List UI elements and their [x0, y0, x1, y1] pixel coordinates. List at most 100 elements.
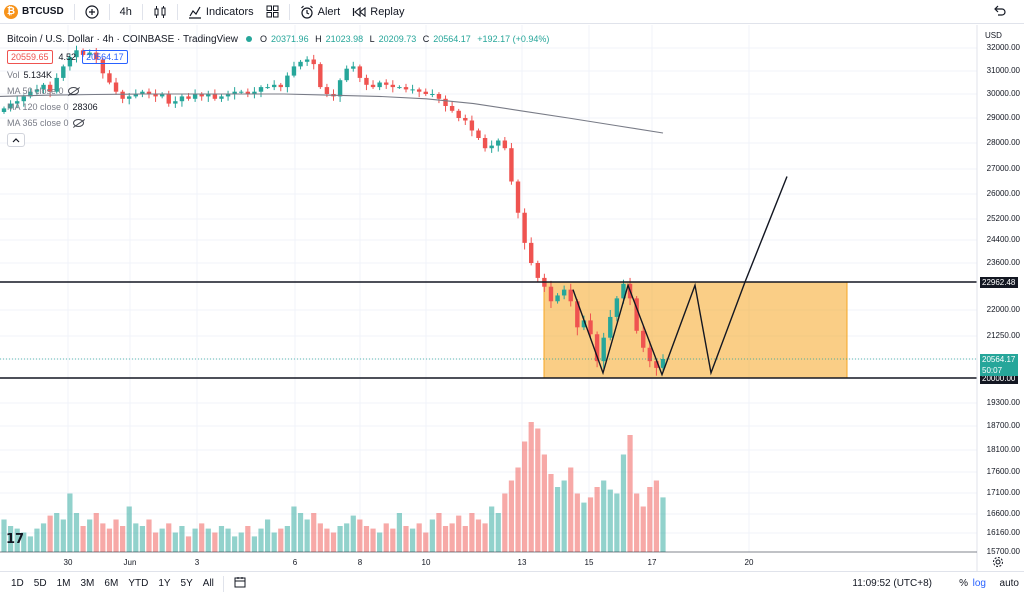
volume-indicator-row[interactable]: Vol 5.134K [7, 67, 553, 83]
candle-body[interactable] [14, 101, 20, 104]
candle-body[interactable] [1, 108, 7, 112]
candle-body[interactable] [403, 87, 409, 90]
layouts-button[interactable] [260, 0, 285, 24]
hidden-eye-icon[interactable] [67, 87, 79, 95]
candle-body[interactable] [206, 94, 211, 97]
candle-body[interactable] [245, 91, 251, 94]
chart-type-button[interactable] [147, 0, 173, 24]
candle-body[interactable] [61, 66, 66, 78]
candle-body[interactable] [74, 50, 79, 58]
candle-body[interactable] [265, 87, 270, 89]
candle-body[interactable] [529, 242, 534, 263]
candle-body[interactable] [416, 89, 422, 92]
percent-scale-button[interactable]: % [959, 578, 968, 589]
range-button-1m[interactable]: 1M [56, 578, 71, 589]
candle-body[interactable] [298, 61, 303, 67]
candle-body[interactable] [94, 52, 99, 60]
interval-button[interactable]: 4h [114, 0, 138, 24]
candle-body[interactable] [140, 91, 145, 94]
candle-body[interactable] [364, 77, 369, 85]
candle-body[interactable] [568, 289, 573, 302]
candle-body[interactable] [496, 140, 501, 146]
range-button-5d[interactable]: 5D [33, 578, 47, 589]
candle-body[interactable] [278, 84, 283, 88]
collapse-legend-button[interactable] [7, 133, 25, 147]
candle-body[interactable] [430, 94, 435, 95]
candle-body[interactable] [153, 94, 158, 97]
candle-body[interactable] [515, 181, 521, 213]
candle-body[interactable] [555, 295, 560, 302]
candle-body[interactable] [127, 96, 132, 99]
candle-body[interactable] [192, 94, 198, 99]
candle-body[interactable] [41, 84, 46, 90]
auto-scale-button[interactable]: auto [999, 578, 1019, 589]
candle-body[interactable] [608, 316, 613, 338]
candle-body[interactable] [252, 91, 257, 94]
chart-settings-button[interactable] [992, 556, 1004, 571]
candle-body[interactable] [469, 120, 475, 131]
candle-body[interactable] [67, 57, 73, 67]
candle-body[interactable] [199, 94, 204, 97]
candle-body[interactable] [120, 91, 125, 99]
candle-body[interactable] [258, 87, 264, 92]
candle-body[interactable] [285, 75, 290, 88]
candle-body[interactable] [377, 82, 382, 88]
candle-body[interactable] [186, 96, 191, 99]
candle-body[interactable] [291, 66, 297, 76]
alert-button[interactable]: Alert [294, 0, 347, 24]
candle-body[interactable] [133, 94, 138, 97]
candle-body[interactable] [146, 91, 152, 94]
candle-body[interactable] [647, 347, 653, 362]
candle-body[interactable] [173, 101, 178, 104]
candle-body[interactable] [575, 301, 580, 328]
price-chart[interactable] [0, 25, 1024, 571]
buy-price-button[interactable]: 20564.17 [82, 50, 128, 64]
sell-price-button[interactable]: 20559.65 [7, 50, 53, 64]
ma50-indicator-row[interactable]: MA 50 close 0 [7, 83, 553, 99]
candle-body[interactable] [660, 359, 666, 368]
ma120-indicator-row[interactable]: MA 120 close 0 28306 [7, 99, 553, 115]
candle-body[interactable] [100, 59, 106, 74]
candle-body[interactable] [535, 263, 540, 278]
symbol-search-button[interactable]: ₿ BTCUSD [0, 0, 70, 24]
candle-body[interactable] [351, 66, 356, 69]
candle-body[interactable] [384, 82, 389, 85]
candle-body[interactable] [370, 84, 376, 88]
candle-body[interactable] [614, 298, 620, 317]
candle-body[interactable] [304, 59, 310, 62]
range-button-ytd[interactable]: YTD [128, 578, 149, 589]
last-price-tag[interactable]: 20564.17 [980, 354, 1018, 365]
candle-body[interactable] [436, 94, 442, 99]
candle-body[interactable] [588, 320, 593, 335]
candle-body[interactable] [449, 106, 455, 111]
candle-body[interactable] [522, 212, 527, 243]
range-button-6m[interactable]: 6M [104, 578, 119, 589]
candle-body[interactable] [463, 118, 468, 121]
candle-body[interactable] [225, 94, 231, 97]
goto-date-button[interactable] [228, 576, 252, 591]
candle-body[interactable] [456, 110, 461, 118]
candle-body[interactable] [476, 130, 481, 139]
candle-body[interactable] [482, 138, 488, 149]
candle-body[interactable] [561, 289, 567, 296]
candle-body[interactable] [621, 283, 626, 299]
candle-body[interactable] [239, 91, 244, 93]
candle-body[interactable] [80, 50, 86, 55]
range-button-1y[interactable]: 1Y [158, 578, 171, 589]
candle-body[interactable] [410, 89, 415, 91]
candle-body[interactable] [502, 140, 508, 149]
candle-body[interactable] [581, 320, 587, 328]
candle-body[interactable] [390, 84, 396, 88]
candle-body[interactable] [641, 330, 646, 348]
candle-body[interactable] [601, 337, 606, 362]
range-button-all[interactable]: All [202, 578, 214, 589]
hidden-eye-icon[interactable] [72, 119, 84, 127]
candle-body[interactable] [34, 89, 40, 92]
ma365-indicator-row[interactable]: MA 365 close 0 [7, 115, 553, 131]
candle-body[interactable] [489, 145, 494, 149]
currency-label[interactable]: USD [985, 31, 1002, 40]
candle-body[interactable] [548, 286, 554, 302]
candle-body[interactable] [47, 84, 53, 92]
candle-body[interactable] [54, 77, 59, 92]
range-button-5y[interactable]: 5Y [180, 578, 193, 589]
